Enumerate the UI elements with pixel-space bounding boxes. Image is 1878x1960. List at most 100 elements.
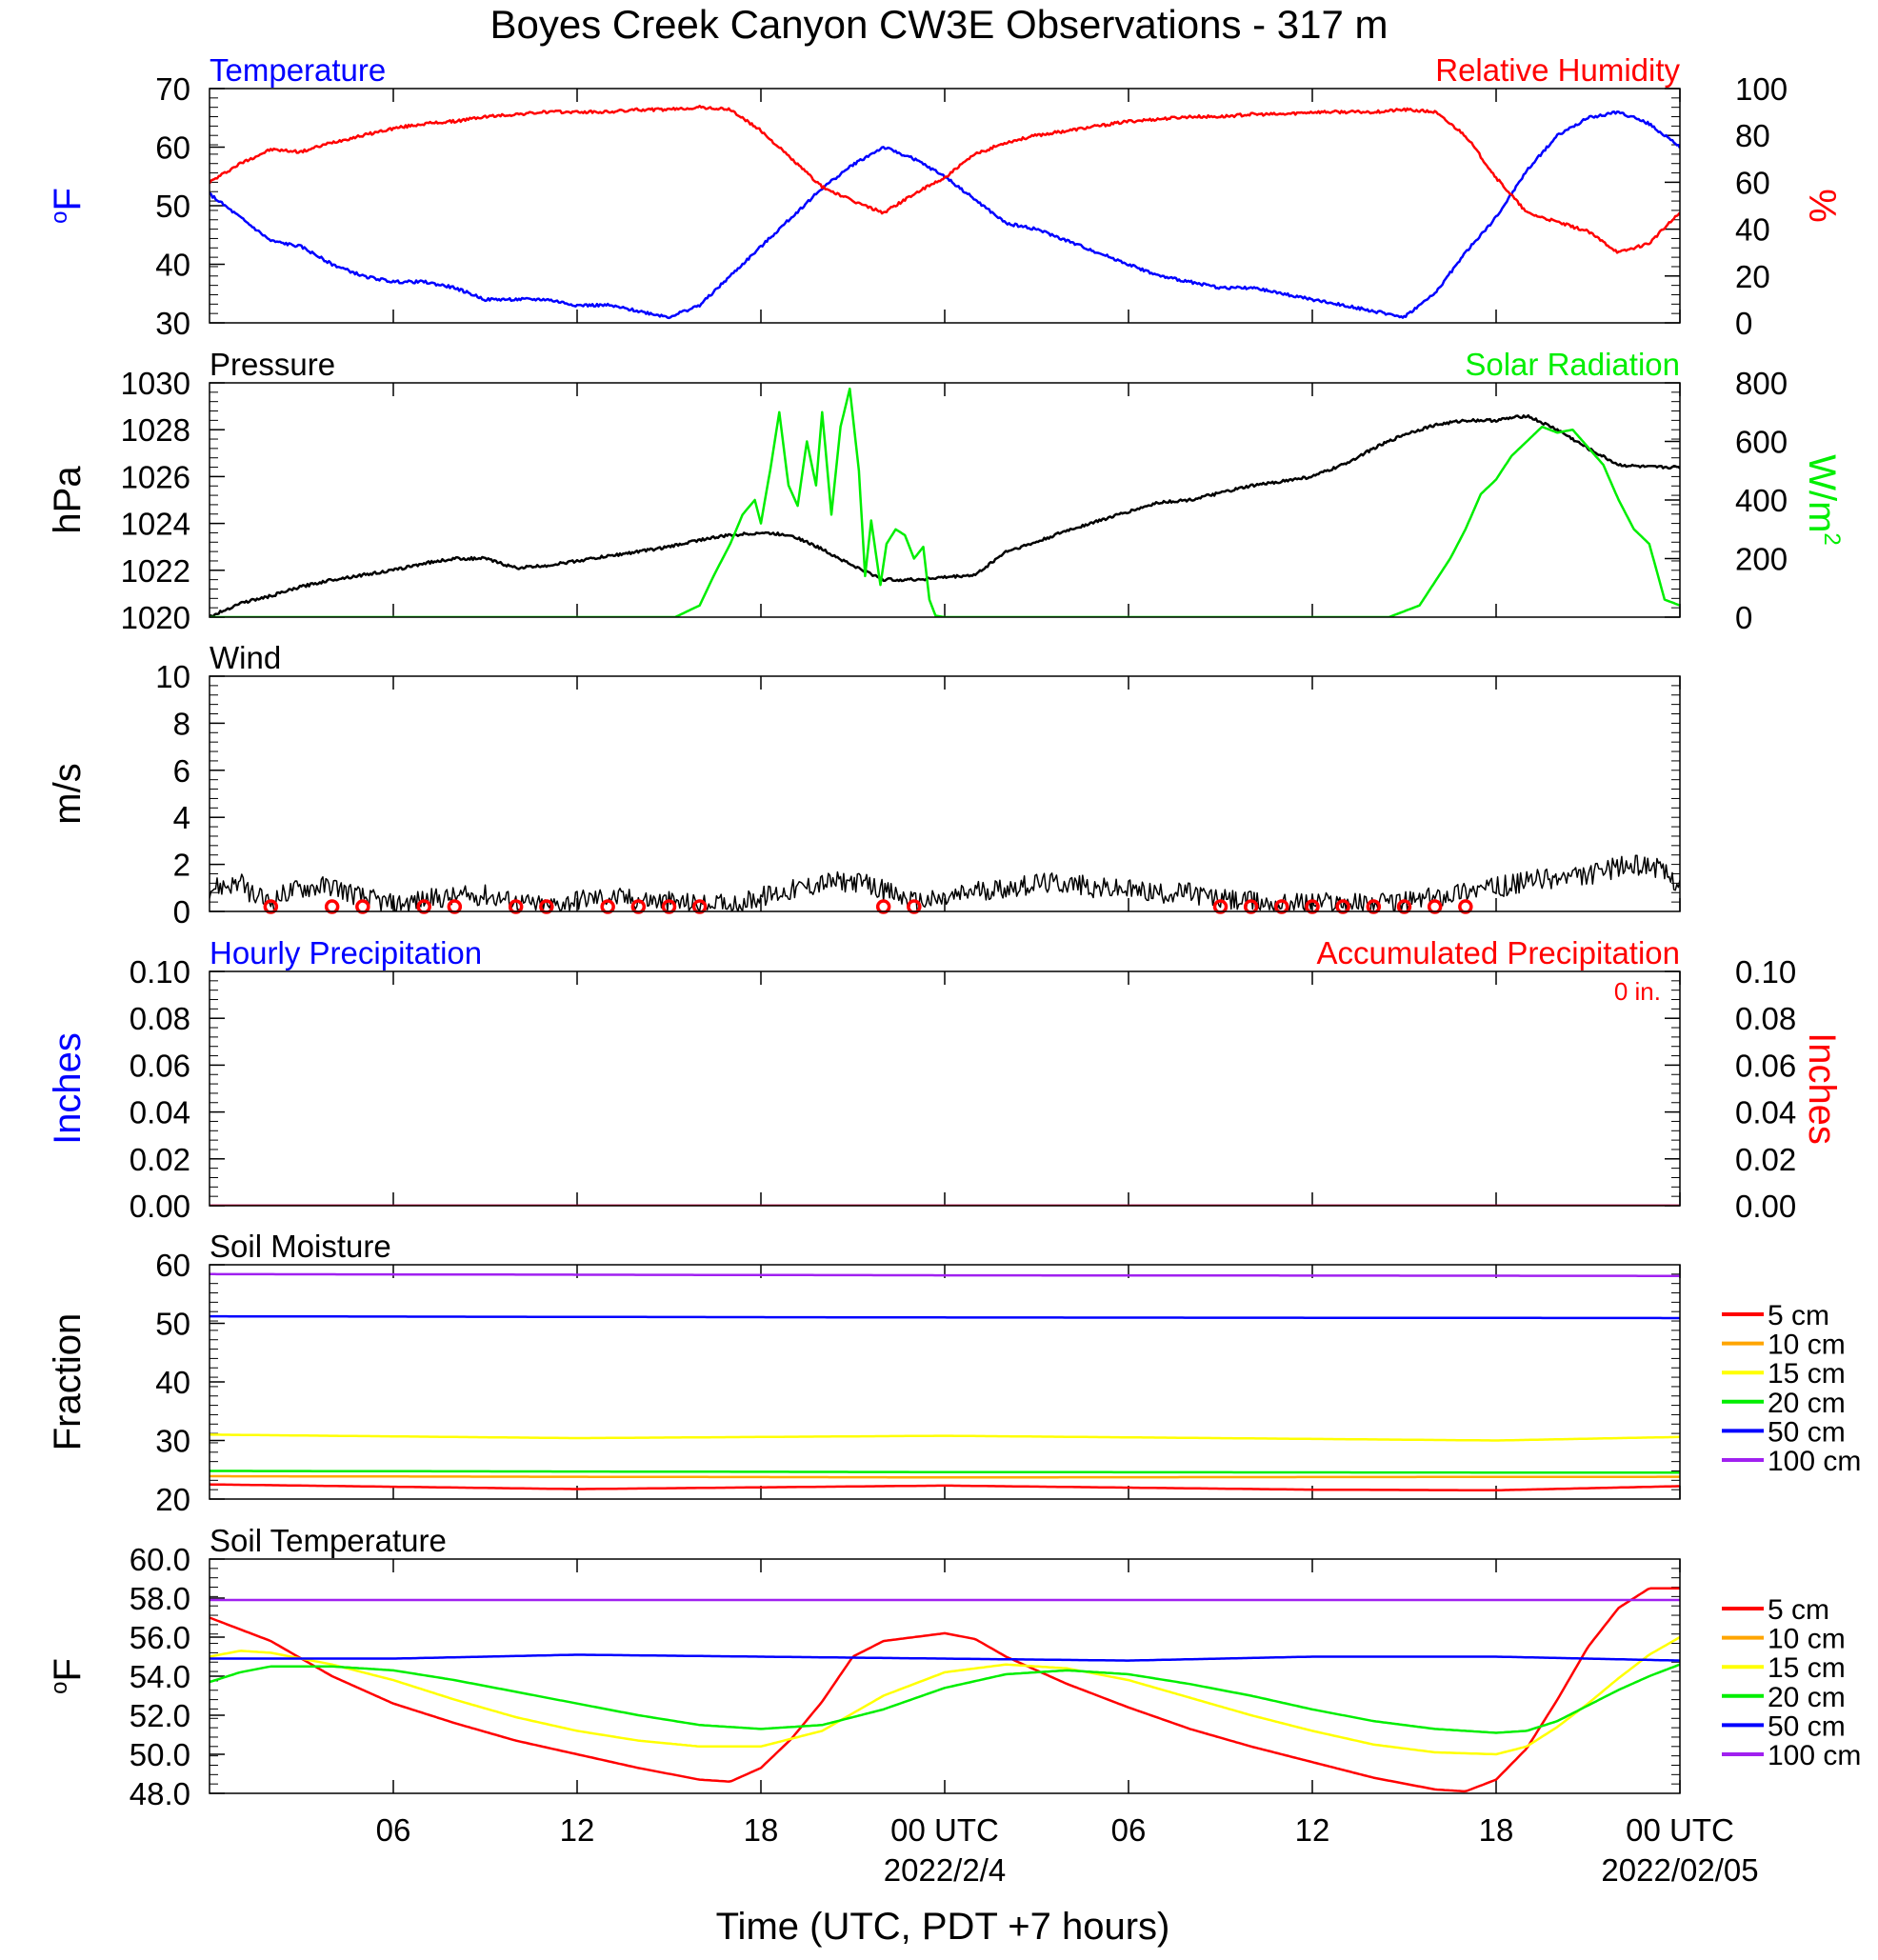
x-axis: 06 12 18 00 UTC 2022/2/4 06 12 18 00 UTC 2022/02/… [376,1812,1759,1888]
legend-label: 10 cm [1768,1624,1846,1655]
series-line-solar-radiation [210,387,1680,617]
panel-precip: 0.00 0.02 0.04 0.06 0.08 0.10 0.00 0.02 0.04 0.06… [47,935,1843,1224]
calm-wind-marker [1243,899,1259,914]
precip-total-annotation: 0 in. [1614,977,1661,1006]
calm-wind-marker [263,899,279,914]
series-line-10-cm [210,1474,1680,1479]
series-line-relative-humidity [210,104,1680,254]
y-tick-label: 1030 [121,366,190,401]
y-tick-label: 8 [173,706,190,741]
x-tick-label: 12 [560,1812,595,1848]
y-tick-label: 60 [155,1248,190,1283]
calm-wind-marker [508,899,524,914]
y-tick-label: 0.08 [130,1001,190,1036]
y-tick-label: 0.10 [130,954,190,990]
y-tick-label-right: 0.06 [1735,1048,1796,1083]
x-date-label: 2022/2/4 [884,1852,1006,1888]
y-tick-label-right: 0.08 [1735,1001,1796,1036]
y-tick-label: 56.0 [130,1620,190,1655]
series-line-20-cm [210,1470,1680,1474]
calm-wind-marker [600,899,615,914]
y-tick-label-right: 0 [1735,306,1752,341]
legend-label: 100 cm [1768,1740,1861,1771]
series-line-5-cm [210,1587,1680,1793]
legend-label: 20 cm [1768,1682,1846,1713]
series-line-15-cm [210,1635,1680,1756]
series-line-pressure [210,413,1680,617]
y-tick-label-right: 800 [1735,366,1788,401]
calm-wind-marker [1427,899,1443,914]
calm-wind-marker [691,899,708,914]
y-axis-title-left: oF [47,188,89,224]
y-tick-label: 6 [173,753,190,789]
y-tick-label: 0 [173,894,190,930]
panel-title-left: Wind [210,640,281,675]
series-line-50-cm [210,1653,1680,1662]
y-tick-label-right: 20 [1735,259,1770,294]
plot-area [210,104,1680,320]
y-axis-title-left: hPa [47,466,89,534]
calm-wind-marker [539,899,554,914]
y-tick-label: 30 [155,1424,190,1459]
calm-wind-marker [875,899,891,914]
calm-wind-marker [1366,899,1382,914]
calm-wind-marker [1305,899,1320,914]
panel-soil-temp: 48.0 50.0 52.0 54.0 56.0 58.0 60.0 Soil Tempera… [47,1523,1861,1811]
series-line-5-cm [210,1483,1680,1492]
y-tick-label: 4 [173,800,190,835]
panel-title-left: Soil Moisture [210,1229,391,1264]
y-tick-label-right: 400 [1735,483,1788,518]
calm-wind-marker [1274,899,1289,914]
y-axis-title-right: % [1801,189,1843,223]
calm-wind-marker [355,899,370,914]
y-tick-label-right: 40 [1735,212,1770,248]
y-axis-title-left: Inches [47,1032,89,1145]
y-tick-label-right: 600 [1735,425,1788,460]
y-tick-label: 50 [155,189,190,224]
legend-label: 50 cm [1768,1416,1846,1448]
y-tick-label: 60.0 [130,1542,190,1577]
plot-frame [209,970,1681,1207]
y-tick-label-right: 0.04 [1735,1095,1796,1130]
y-tick-label: 1024 [121,507,190,542]
x-axis-title: Time (UTC, PDT +7 hours) [716,1906,1170,1948]
series-line-wind [210,854,1680,911]
calm-wind-marker [447,899,463,914]
y-tick-label: 70 [155,71,190,107]
calm-wind-marker [907,899,922,914]
y-tick-label: 0.04 [130,1095,190,1130]
y-tick-label-right: 200 [1735,542,1788,577]
y-tick-label: 1022 [121,553,190,589]
plot-area [210,854,1680,911]
y-tick-label-right: 0.00 [1735,1189,1796,1224]
plot-frame [209,88,1681,324]
panel-pressure-solar: 1020 1022 1024 1026 1028 1030 0 200 400 600 800 Pre… [47,347,1845,635]
y-axis-title-left: m/s [47,763,89,824]
legend-label: 100 cm [1768,1446,1861,1477]
y-tick-label: 30 [155,306,190,341]
legend-label: 5 cm [1768,1300,1829,1331]
y-tick-label-right: 0 [1735,600,1752,635]
y-tick-label: 0.06 [130,1048,190,1083]
y-tick-label-right: 0.02 [1735,1142,1796,1177]
calm-wind-marker [1396,899,1412,914]
x-tick-label: 00 UTC [890,1812,999,1848]
series-line-15-cm [210,1433,1680,1442]
panel-title-left: Hourly Precipitation [210,935,482,970]
panel-temp-rh: 30 40 50 60 70 0 20 40 60 80 100 Temperature Relativ… [47,52,1843,341]
calm-wind-marker [661,899,677,914]
calm-wind-marker [324,899,340,914]
y-tick-label: 52.0 [130,1698,190,1733]
y-tick-label: 0.02 [130,1142,190,1177]
panel-title-left: Temperature [210,52,386,88]
plot-frame [209,1558,1681,1794]
panel-title-right: Relative Humidity [1435,52,1680,88]
y-tick-label: 54.0 [130,1659,190,1694]
plot-area [210,387,1680,617]
y-tick-label: 1026 [121,459,190,494]
y-tick-label: 0.00 [130,1189,190,1224]
y-tick-label-right: 60 [1735,165,1770,200]
x-tick-label: 18 [1479,1812,1514,1848]
